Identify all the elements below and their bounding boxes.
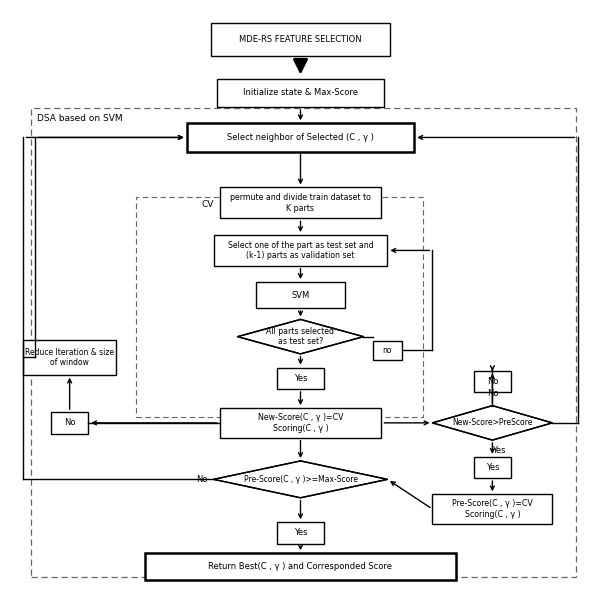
Text: New-Score>PreScore: New-Score>PreScore [452, 418, 532, 427]
Text: Yes: Yes [486, 463, 499, 472]
Text: Pre-Score(C , γ )>=Max-Score: Pre-Score(C , γ )>=Max-Score [243, 475, 358, 484]
FancyBboxPatch shape [213, 235, 388, 266]
Text: No: No [487, 390, 498, 399]
Text: Yes: Yes [294, 374, 307, 383]
Text: CV: CV [201, 200, 214, 209]
Text: MDE-RS FEATURE SELECTION: MDE-RS FEATURE SELECTION [239, 35, 362, 44]
FancyBboxPatch shape [216, 79, 385, 107]
FancyBboxPatch shape [23, 340, 116, 375]
Text: All parts selected
as test set?: All parts selected as test set? [266, 327, 335, 346]
FancyBboxPatch shape [255, 282, 346, 308]
Text: No: No [196, 475, 207, 484]
Text: Reduce Iteration & size
of window: Reduce Iteration & size of window [25, 347, 114, 367]
FancyBboxPatch shape [210, 23, 391, 55]
FancyBboxPatch shape [145, 553, 456, 581]
Text: No: No [487, 377, 498, 386]
Polygon shape [237, 319, 364, 354]
Text: Yes: Yes [492, 446, 505, 455]
Text: No: No [64, 418, 75, 427]
Text: New-Score(C , γ )=CV
Scoring(C , γ ): New-Score(C , γ )=CV Scoring(C , γ ) [258, 413, 343, 433]
Polygon shape [213, 461, 388, 498]
Text: Yes: Yes [294, 529, 307, 538]
FancyBboxPatch shape [219, 187, 382, 218]
Text: SVM: SVM [291, 290, 310, 300]
FancyBboxPatch shape [219, 408, 382, 437]
Text: Pre-Score(C , γ )=CV
Scoring(C , γ ): Pre-Score(C , γ )=CV Scoring(C , γ ) [452, 499, 532, 519]
FancyBboxPatch shape [186, 123, 415, 152]
Polygon shape [432, 406, 552, 440]
Text: Return Best(C , γ ) and Corresponded Score: Return Best(C , γ ) and Corresponded Sco… [209, 562, 392, 571]
Text: permute and divide train dataset to
K parts: permute and divide train dataset to K pa… [230, 193, 371, 213]
FancyBboxPatch shape [432, 494, 552, 524]
FancyBboxPatch shape [474, 457, 511, 478]
FancyBboxPatch shape [51, 412, 88, 433]
Text: Select one of the part as test set and
(k-1) parts as validation set: Select one of the part as test set and (… [228, 241, 373, 260]
Text: DSA based on SVM: DSA based on SVM [37, 114, 122, 123]
FancyBboxPatch shape [474, 371, 511, 392]
FancyBboxPatch shape [373, 341, 402, 360]
FancyBboxPatch shape [276, 522, 325, 544]
FancyBboxPatch shape [276, 368, 325, 389]
Text: no: no [383, 346, 392, 355]
Text: Select neighbor of Selected (C , γ ): Select neighbor of Selected (C , γ ) [227, 133, 374, 142]
Text: Initialize state & Max-Score: Initialize state & Max-Score [243, 88, 358, 97]
